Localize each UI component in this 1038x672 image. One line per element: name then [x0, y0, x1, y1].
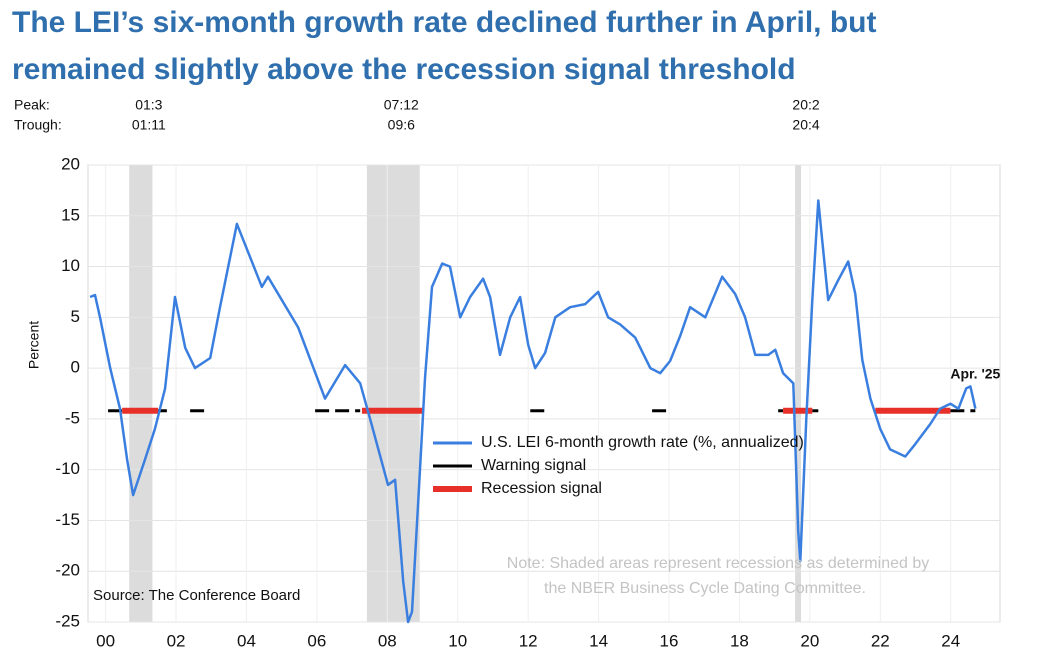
y-tick-label: 5	[71, 307, 80, 326]
legend-label: U.S. LEI 6-month growth rate (%, annuali…	[481, 434, 804, 451]
trough-date: 20:4	[792, 117, 819, 133]
y-tick-label: -5	[65, 408, 80, 427]
x-tick-label: 08	[378, 631, 397, 650]
end-label: Apr. '25	[950, 365, 1000, 381]
x-tick-label: 24	[941, 631, 960, 650]
x-tick-label: 00	[96, 631, 115, 650]
lei-line	[89, 199, 977, 624]
y-tick-label: 10	[61, 256, 80, 275]
source: Source: The Conference Board	[93, 587, 300, 604]
trough-label: Trough:	[14, 117, 62, 133]
peak-date: 20:2	[792, 97, 819, 113]
x-tick-label: 16	[660, 631, 679, 650]
chart-title: remained slightly above the recession si…	[12, 53, 796, 86]
note: Note: Shaded areas represent recessions …	[507, 555, 929, 572]
peak-label: Peak:	[14, 97, 50, 113]
recession-band	[129, 165, 153, 622]
plot-area	[87, 164, 1001, 623]
y-tick-label: 15	[61, 205, 80, 224]
y-tick-label: -15	[55, 510, 80, 529]
x-tick-label: 10	[448, 631, 467, 650]
x-tick-label: 04	[237, 631, 256, 650]
note: the NBER Business Cycle Dating Committee…	[544, 580, 866, 597]
y-tick-label: -20	[55, 561, 80, 580]
x-tick-label: 02	[167, 631, 186, 650]
legend-label: Warning signal	[481, 457, 586, 474]
trough-date: 09:6	[388, 117, 415, 133]
trough-date: 01:11	[132, 117, 166, 133]
x-tick-label: 18	[730, 631, 749, 650]
chart-title: The LEI’s six-month growth rate declined…	[12, 6, 877, 39]
x-tick-label: 06	[307, 631, 326, 650]
x-tick-label: 22	[871, 631, 890, 650]
y-tick-label: -10	[55, 459, 80, 478]
recession-band	[366, 165, 420, 622]
x-tick-label: 12	[519, 631, 538, 650]
y-tick-label: 0	[71, 358, 80, 377]
y-tick-label: 20	[61, 154, 80, 173]
x-tick-label: 14	[589, 631, 608, 650]
x-tick-label: 20	[800, 631, 819, 650]
peak-date: 01:3	[135, 97, 162, 113]
y-axis-label: Percent	[26, 321, 42, 369]
recession-band	[795, 165, 802, 622]
y-tick-label: -25	[55, 611, 80, 630]
peak-date: 07:12	[384, 97, 419, 113]
legend-label: Recession signal	[481, 480, 602, 497]
